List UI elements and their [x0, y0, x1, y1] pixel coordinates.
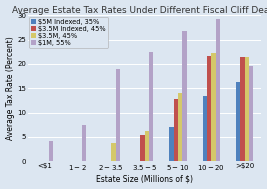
Bar [203, 96, 207, 161]
Bar [49, 141, 53, 161]
Bar [216, 19, 220, 161]
Bar [182, 31, 187, 161]
Bar [207, 56, 211, 161]
Bar [145, 131, 149, 161]
Bar [245, 57, 249, 161]
Bar [169, 127, 174, 161]
Bar [174, 99, 178, 161]
Bar [236, 82, 240, 161]
Bar [249, 66, 253, 161]
Bar [178, 93, 182, 161]
X-axis label: Estate Size (Millions of $): Estate Size (Millions of $) [96, 174, 193, 184]
Title: Average Estate Tax Rates Under Different Fiscal Cliff Deals: Average Estate Tax Rates Under Different… [12, 5, 267, 15]
Bar [149, 52, 153, 161]
Bar [116, 69, 120, 161]
Bar [111, 143, 116, 161]
Bar [140, 135, 145, 161]
Bar [82, 125, 87, 161]
Bar [240, 57, 245, 161]
Y-axis label: Average Tax Rate (Percent): Average Tax Rate (Percent) [6, 36, 15, 140]
Bar [211, 53, 216, 161]
Legend: $5M Indexed, 35%, $3.5M Indexed, 45%, $3.5M, 45%, $1M, 55%: $5M Indexed, 35%, $3.5M Indexed, 45%, $3… [29, 17, 108, 48]
